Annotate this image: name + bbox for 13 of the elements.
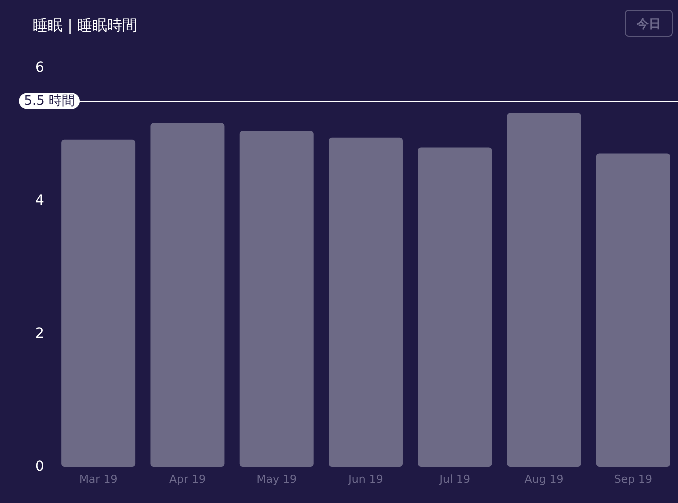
ref-line-label: 5.5 時間 [24,94,75,109]
x-tick-label: Aug 19 [524,473,564,486]
x-tick-label: Sep 19 [614,473,653,486]
y-tick-label: 4 [36,193,45,209]
x-tick-label: Jul 19 [438,473,471,486]
y-tick-label: 0 [36,459,44,475]
x-tick-label: Apr 19 [169,473,206,486]
x-tick-label: Mar 19 [79,473,118,486]
y-tick-label: 2 [36,326,44,342]
y-tick-label: 6 [36,60,45,76]
chart-title: 睡眠 | 睡眠時間 [33,16,138,34]
x-tick-label: Jun 19 [348,473,384,486]
x-tick-label: May 19 [256,473,297,486]
